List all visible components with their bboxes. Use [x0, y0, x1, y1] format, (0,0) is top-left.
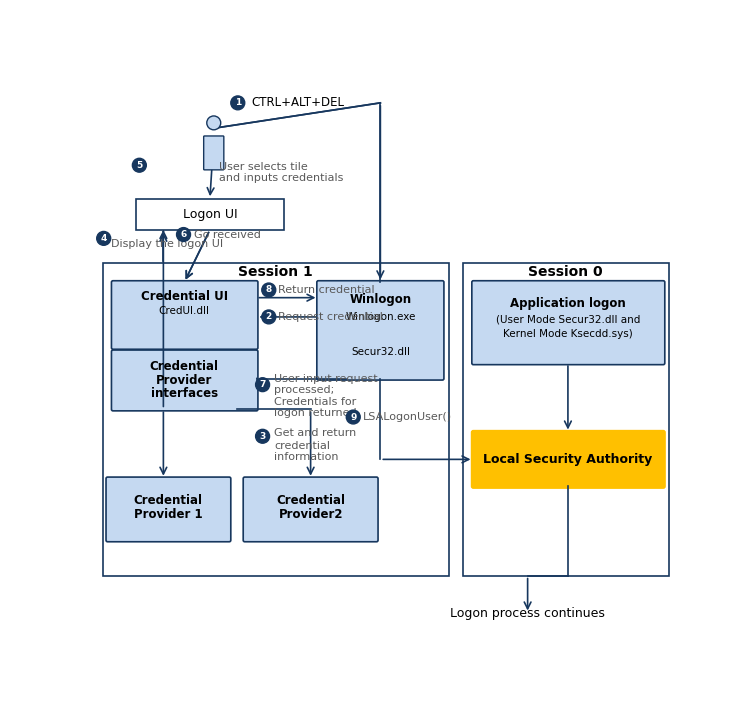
FancyBboxPatch shape [472, 431, 665, 488]
Text: and inputs credentials: and inputs credentials [219, 173, 344, 183]
Text: Logon process continues: Logon process continues [450, 607, 605, 620]
Text: logon returned: logon returned [274, 408, 357, 418]
Text: Credentials for: Credentials for [274, 397, 357, 407]
Text: Credential UI: Credential UI [141, 291, 228, 304]
Text: 5: 5 [136, 160, 142, 170]
Text: Display the logon UI: Display the logon UI [111, 238, 222, 248]
Text: 7: 7 [259, 380, 266, 390]
Text: Logon UI: Logon UI [183, 208, 237, 221]
Text: Provider2: Provider2 [279, 508, 343, 521]
FancyBboxPatch shape [243, 477, 378, 542]
Circle shape [97, 231, 111, 246]
Text: Local Security Authority: Local Security Authority [483, 453, 652, 466]
Text: 4: 4 [100, 234, 107, 243]
Bar [463, 263, 669, 576]
Text: Credential: Credential [133, 493, 202, 507]
Text: Go received: Go received [195, 230, 261, 240]
Text: 8: 8 [266, 286, 272, 294]
Text: 2: 2 [266, 312, 272, 321]
Text: Provider: Provider [156, 374, 213, 387]
Circle shape [255, 430, 270, 443]
Text: processed;: processed; [274, 385, 335, 395]
Text: Provider 1: Provider 1 [134, 508, 202, 521]
Text: Secur32.dll: Secur32.dll [351, 347, 410, 357]
Text: Request credential: Request credential [278, 312, 383, 322]
Text: LSALogonUser(): LSALogonUser() [363, 412, 452, 422]
FancyBboxPatch shape [204, 136, 224, 170]
Text: Get and return: Get and return [274, 428, 357, 438]
Text: Kernel Mode Ksecdd.sys): Kernel Mode Ksecdd.sys) [503, 329, 633, 339]
Text: information: information [274, 452, 339, 462]
FancyBboxPatch shape [112, 350, 258, 411]
Text: Return credential: Return credential [278, 285, 374, 295]
Text: CTRL+ALT+DEL: CTRL+ALT+DEL [251, 97, 344, 110]
Circle shape [255, 378, 270, 392]
Text: Session 0: Session 0 [528, 265, 603, 279]
Circle shape [262, 310, 276, 324]
Text: credential: credential [274, 440, 330, 450]
Text: CredUI.dll: CredUI.dll [159, 306, 210, 316]
Text: Credential: Credential [150, 360, 219, 374]
Text: 9: 9 [350, 412, 357, 422]
Text: 1: 1 [234, 98, 241, 107]
FancyBboxPatch shape [472, 281, 665, 364]
FancyBboxPatch shape [106, 477, 231, 542]
Text: User selects tile: User selects tile [219, 162, 308, 172]
Text: interfaces: interfaces [151, 387, 218, 400]
Circle shape [133, 158, 146, 172]
Text: User input request: User input request [274, 374, 377, 384]
Text: Application logon: Application logon [510, 296, 626, 309]
FancyBboxPatch shape [317, 281, 444, 380]
Circle shape [231, 96, 245, 110]
Text: Winlogon.exe: Winlogon.exe [345, 312, 416, 322]
Circle shape [207, 116, 221, 130]
Text: Session 1: Session 1 [238, 265, 313, 279]
Text: Credential: Credential [276, 493, 345, 507]
FancyBboxPatch shape [112, 281, 258, 349]
Text: Winlogon: Winlogon [349, 294, 411, 306]
Text: 3: 3 [259, 432, 266, 441]
Circle shape [262, 283, 276, 297]
Text: (User Mode Secur32.dll and: (User Mode Secur32.dll and [496, 315, 640, 325]
Circle shape [177, 228, 190, 241]
Text: 6: 6 [181, 230, 187, 239]
Bar [103, 263, 449, 576]
Circle shape [346, 410, 360, 424]
Bar [136, 199, 284, 230]
